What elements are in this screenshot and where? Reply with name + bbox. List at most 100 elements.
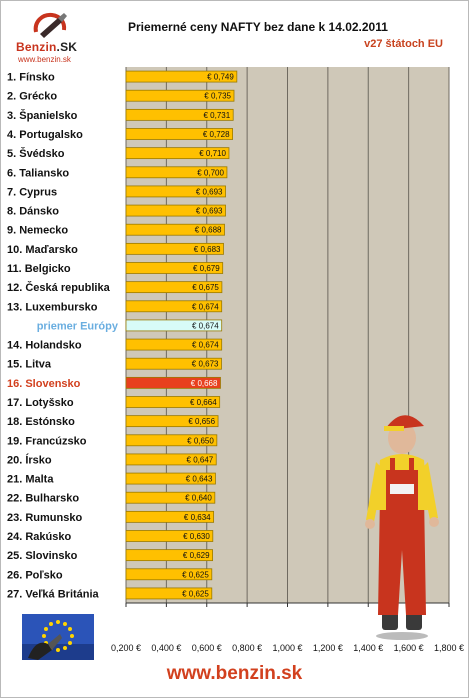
- chart-subtitle: v27 štátoch EU: [364, 38, 443, 50]
- bar: [125, 147, 230, 160]
- bar: [125, 434, 218, 447]
- category-label: 22. Bulharsko: [7, 493, 79, 505]
- category-label: 2. Grécko: [7, 91, 57, 103]
- bar-value-label: € 0,731: [203, 111, 230, 120]
- category-label: 19. Francúzsko: [7, 435, 87, 447]
- category-label: 1. Fínsko: [7, 72, 55, 84]
- category-label: 10. Maďarsko: [7, 244, 78, 256]
- category-label: 15. Litva: [7, 359, 52, 371]
- bar: [125, 453, 217, 466]
- category-label: 20. Írsko: [7, 453, 52, 466]
- bar-value-label: € 0,728: [203, 130, 230, 139]
- eu-flag-image: [22, 614, 94, 660]
- category-label: 24. Rakúsko: [7, 531, 71, 543]
- bar-value-label: € 0,630: [183, 532, 210, 541]
- category-label: 25. Slovinsko: [7, 550, 78, 562]
- bar: [125, 262, 224, 274]
- bar-value-label: € 0,735: [204, 92, 231, 101]
- x-tick-label: 0,600 €: [192, 643, 222, 653]
- bar-value-label: € 0,674: [192, 302, 219, 311]
- bar-value-label: € 0,675: [192, 283, 219, 292]
- bar-value-label: € 0,664: [190, 398, 217, 407]
- bar-value-label: € 0,650: [187, 436, 214, 445]
- bar: [125, 510, 215, 523]
- footer-url: www.benzin.sk: [166, 663, 303, 684]
- category-label: 17. Lotyšsko: [7, 397, 74, 409]
- bar-value-label: € 0,710: [199, 149, 226, 158]
- bar-value-label: € 0,656: [188, 417, 215, 426]
- category-label: 14. Holandsko: [7, 340, 82, 352]
- bar: [125, 166, 228, 179]
- chart-title: Priemerné ceny NAFTY bez dane k 14.02.20…: [128, 20, 388, 34]
- bar: [125, 396, 221, 408]
- bar: [125, 491, 216, 504]
- bar: [125, 242, 224, 255]
- category-label: 5. Švédsko: [7, 147, 65, 160]
- bar-value-label: € 0,643: [186, 475, 213, 484]
- bar-value-label: € 0,700: [197, 168, 224, 177]
- bar: [125, 587, 213, 600]
- bar-value-label: € 0,683: [194, 245, 221, 254]
- fuel-nozzle-logo-icon: [33, 12, 67, 38]
- x-tick-label: 1,000 €: [272, 643, 302, 653]
- category-label: 26. Poľsko: [7, 569, 63, 581]
- bar: [125, 281, 223, 294]
- category-labels: 1. Fínsko 2. Grécko 3. Španielsko 4. Portug…: [7, 72, 119, 601]
- x-tick-label: 0,800 €: [232, 643, 262, 653]
- x-tick-label: 0,200 €: [111, 643, 141, 653]
- bar-value-label: € 0,634: [184, 513, 211, 522]
- x-tick-label: 0,400 €: [151, 643, 181, 653]
- bar-value-label: € 0,625: [182, 589, 209, 598]
- bar-value-label: € 0,749: [207, 73, 234, 82]
- bars: € 0,749 € 0,735 € 0,731 € 0,728 € 0,710 € 0,7…: [125, 70, 238, 600]
- bar: [125, 415, 219, 428]
- bar: [125, 376, 221, 389]
- bar-value-label: € 0,647: [187, 455, 214, 464]
- bar-value-label: € 0,668: [191, 379, 218, 388]
- category-label: 4. Portugalsko: [7, 129, 83, 141]
- bar: [125, 549, 214, 562]
- category-label: priemer Európy: [37, 320, 119, 332]
- bar-value-label: € 0,693: [196, 187, 223, 196]
- bar: [125, 357, 222, 370]
- logo-brand-text: Benzin.SK: [16, 40, 78, 54]
- bar-value-label: € 0,673: [192, 360, 219, 369]
- category-label: 21. Malta: [7, 474, 54, 486]
- category-label: 11. Belgicko: [7, 263, 71, 275]
- x-tick-labels: 0,200 € 0,400 € 0,600 € 0,800 € 1,000 € 1,200…: [111, 643, 464, 653]
- bar: [125, 70, 238, 83]
- category-label: 7. Cyprus: [7, 186, 57, 198]
- category-label: 16. Slovensko: [7, 378, 81, 390]
- category-label: 6. Taliansko: [7, 167, 69, 179]
- x-tick-label: 1,800 €: [434, 643, 464, 653]
- bar: [125, 204, 226, 217]
- bar: [125, 300, 223, 313]
- category-label: 9. Nemecko: [7, 225, 68, 237]
- x-tick-label: 1,600 €: [394, 643, 424, 653]
- bar-value-label: € 0,693: [196, 207, 223, 216]
- category-label: 13. Luxembursko: [7, 301, 98, 313]
- category-label: 12. Česká republika: [7, 281, 111, 294]
- gas-station-attendant-image: [365, 415, 439, 640]
- x-tick-label: 1,200 €: [313, 643, 343, 653]
- bar-value-label: € 0,629: [183, 551, 210, 560]
- bar-value-label: € 0,674: [192, 341, 219, 350]
- bar: [125, 568, 213, 581]
- bar-value-label: € 0,625: [182, 570, 209, 579]
- category-label: 8. Dánsko: [7, 206, 59, 218]
- bar: [125, 128, 233, 140]
- bar: [125, 108, 234, 121]
- category-label: 18. Estónsko: [7, 416, 75, 428]
- bar: [125, 89, 235, 102]
- bar: [125, 472, 216, 485]
- bar: [125, 319, 223, 332]
- bar-value-label: € 0,674: [192, 321, 219, 330]
- bar: [125, 223, 225, 236]
- bar: [125, 338, 223, 351]
- category-label: 3. Španielsko: [7, 109, 78, 122]
- bar-value-label: € 0,640: [185, 494, 212, 503]
- x-tick-label: 1,400 €: [353, 643, 383, 653]
- bar-value-label: € 0,688: [195, 226, 222, 235]
- logo-url-text: www.benzin.sk: [18, 55, 71, 64]
